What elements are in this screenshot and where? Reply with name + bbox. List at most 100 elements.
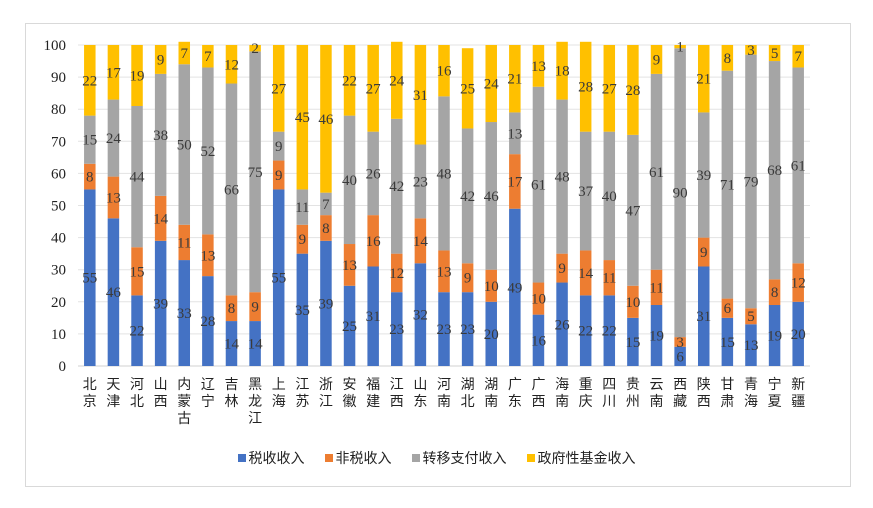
data-label: 14 bbox=[153, 211, 169, 227]
x-category-char: 云 bbox=[650, 377, 664, 393]
bar-segment bbox=[603, 295, 616, 366]
bar-segment bbox=[131, 105, 143, 248]
x-category-char: 州 bbox=[626, 394, 640, 410]
data-label: 55 bbox=[271, 271, 286, 287]
data-label: 17 bbox=[106, 65, 122, 81]
x-category-label: 内蒙古 bbox=[177, 377, 191, 427]
data-label: 8 bbox=[322, 221, 330, 237]
x-category-label: 吉林 bbox=[224, 377, 238, 410]
bar-segment bbox=[792, 67, 804, 264]
data-label: 40 bbox=[602, 189, 617, 205]
data-label: 7 bbox=[322, 197, 330, 213]
x-category-label: 山东 bbox=[413, 377, 427, 410]
x-category-label: 新疆 bbox=[791, 377, 805, 410]
data-label: 25 bbox=[460, 81, 475, 97]
y-tick-label: 100 bbox=[44, 38, 67, 54]
data-label: 26 bbox=[555, 317, 571, 333]
x-category-char: 藏 bbox=[673, 394, 687, 410]
x-category-label: 河南 bbox=[437, 377, 451, 410]
data-label: 6 bbox=[676, 349, 684, 365]
data-label: 31 bbox=[696, 309, 711, 325]
y-tick-label: 0 bbox=[59, 359, 67, 375]
bar-segment bbox=[509, 112, 521, 155]
x-category-char: 河 bbox=[130, 377, 144, 393]
x-category-char: 江 bbox=[295, 377, 309, 393]
data-label: 33 bbox=[177, 306, 192, 322]
y-tick-label: 70 bbox=[51, 134, 66, 150]
data-label: 23 bbox=[460, 322, 475, 338]
data-label: 71 bbox=[720, 178, 735, 194]
data-label: 2 bbox=[251, 41, 259, 57]
bar-segment bbox=[461, 263, 474, 293]
x-category-label: 贵州 bbox=[626, 377, 640, 410]
bar-segment bbox=[225, 295, 238, 322]
data-label: 13 bbox=[531, 59, 546, 75]
data-label: 9 bbox=[653, 52, 661, 68]
x-category-label: 陕西 bbox=[697, 377, 711, 410]
bar-segment bbox=[627, 285, 639, 318]
data-label: 9 bbox=[275, 168, 283, 184]
y-tick-label: 40 bbox=[51, 231, 66, 247]
bar-segment bbox=[296, 45, 309, 190]
data-label: 28 bbox=[625, 83, 640, 99]
bar-segment bbox=[343, 115, 356, 245]
data-label: 24 bbox=[106, 131, 122, 147]
data-label: 7 bbox=[181, 46, 189, 62]
bar-segment bbox=[721, 45, 734, 71]
x-category-char: 辽 bbox=[201, 377, 215, 393]
bar-segment bbox=[84, 115, 96, 164]
data-label: 50 bbox=[177, 138, 192, 154]
x-category-char: 庆 bbox=[579, 394, 593, 410]
data-label: 8 bbox=[86, 170, 94, 186]
x-category-char: 古 bbox=[177, 411, 191, 427]
data-label: 8 bbox=[771, 285, 779, 301]
data-label: 61 bbox=[649, 165, 664, 181]
data-label: 5 bbox=[747, 309, 755, 325]
data-label: 13 bbox=[743, 338, 758, 354]
data-label: 46 bbox=[484, 189, 500, 205]
x-category-label: 云南 bbox=[650, 377, 664, 410]
bar-segment bbox=[579, 250, 592, 296]
x-category-char: 东 bbox=[508, 394, 522, 410]
x-category-char: 夏 bbox=[768, 394, 782, 410]
bar-segment bbox=[792, 45, 804, 68]
bar-segment bbox=[556, 282, 568, 366]
data-label: 52 bbox=[200, 144, 215, 160]
data-label: 75 bbox=[248, 165, 263, 181]
data-label: 21 bbox=[507, 72, 522, 88]
bar-segment bbox=[697, 266, 710, 366]
bar-segment bbox=[343, 285, 356, 366]
bar-segment bbox=[202, 45, 214, 68]
bar-segment bbox=[84, 45, 96, 116]
data-label: 22 bbox=[130, 324, 145, 340]
data-label: 35 bbox=[295, 303, 310, 319]
data-label: 39 bbox=[696, 168, 711, 184]
bar-segment bbox=[249, 321, 261, 366]
data-label: 26 bbox=[366, 166, 382, 182]
bar-segment bbox=[532, 45, 545, 87]
x-category-char: 北 bbox=[130, 394, 144, 410]
bar-segment bbox=[391, 253, 403, 293]
bar-segment bbox=[296, 224, 309, 254]
x-category-char: 青 bbox=[744, 377, 758, 393]
x-category-label: 福建 bbox=[366, 377, 380, 410]
x-category-char: 新 bbox=[791, 377, 805, 393]
bar-segment bbox=[202, 234, 214, 277]
x-category-char: 湖 bbox=[461, 377, 475, 393]
bar-segment bbox=[461, 48, 474, 129]
data-label: 27 bbox=[366, 81, 382, 97]
data-labels: 5581522461324172215441939143893311507281… bbox=[82, 40, 805, 366]
data-label: 55 bbox=[82, 271, 97, 287]
bar-segment bbox=[745, 324, 757, 366]
legend-swatch-icon bbox=[411, 454, 420, 462]
bar-segment bbox=[367, 45, 379, 132]
x-category-label: 北京 bbox=[83, 377, 97, 410]
bar-segment bbox=[154, 240, 167, 366]
x-category-char: 安 bbox=[343, 377, 357, 393]
bar-segment bbox=[154, 195, 167, 241]
data-label: 15 bbox=[130, 264, 145, 280]
bar-segment bbox=[532, 282, 545, 315]
x-category-char: 甘 bbox=[720, 377, 734, 393]
y-tick-label: 10 bbox=[51, 327, 66, 343]
